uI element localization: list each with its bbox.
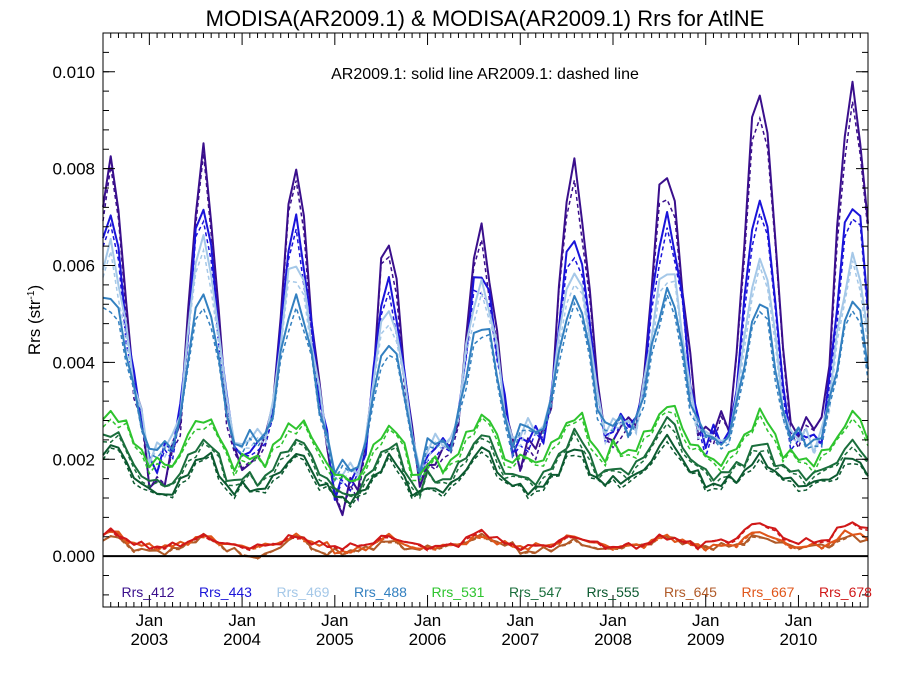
x-tick-label-year: 2007 [501, 630, 539, 649]
series-line-rrs-531 [102, 404, 869, 483]
legend-entry-rrs-678: Rrs_678 [819, 584, 872, 600]
series-dashed-line-rrs-488 [102, 292, 869, 483]
legend-entry-rrs-443: Rrs_443 [199, 584, 252, 600]
x-tick-label-month: Jan [507, 611, 534, 630]
y-axis-label-superscript: -1 [26, 290, 37, 299]
x-tick-label-year: 2004 [223, 630, 261, 649]
chart-title: MODISA(AR2009.1) & MODISA(AR2009.1) Rrs … [206, 6, 765, 31]
series-dashed-line-rrs-412 [102, 101, 869, 517]
line-style-annotation: AR2009.1: solid line AR2009.1: dashed li… [331, 66, 639, 83]
x-tick-label-year: 2006 [409, 630, 447, 649]
x-tick-label-month: Jan [785, 611, 812, 630]
series-dashed-line-rrs-667 [102, 529, 869, 555]
y-axis-label-text: Rrs (str [25, 299, 44, 355]
legend-entry-rrs-555: Rrs_555 [587, 584, 640, 600]
legend-entry-rrs-488: Rrs_488 [354, 584, 407, 600]
y-axis-label: Rrs (str-1) [25, 285, 44, 355]
series-line-rrs-469 [102, 234, 869, 477]
legend-entry-rrs-667: Rrs_667 [742, 584, 795, 600]
legend-entry-rrs-531: Rrs_531 [432, 584, 485, 600]
legend-entry-rrs-645: Rrs_645 [664, 584, 717, 600]
y-tick-label: 0.010 [52, 63, 95, 82]
series-line-rrs-488 [102, 286, 869, 475]
x-tick-label-year: 2003 [130, 630, 168, 649]
series-lines [102, 80, 869, 560]
legend-entry-rrs-469: Rrs_469 [277, 584, 330, 600]
series-dashed-line-rrs-469 [102, 247, 869, 484]
x-tick-label-month: Jan [228, 611, 255, 630]
x-tick-label-month: Jan [136, 611, 163, 630]
plot-frame [102, 32, 869, 608]
y-tick-label: 0.000 [52, 547, 95, 566]
x-tick-label-year: 2005 [316, 630, 354, 649]
axes: 0.0000.0020.0040.0060.0080.010Jan2003Jan… [52, 32, 869, 649]
x-tick-label-year: 2008 [594, 630, 632, 649]
x-tick-label-month: Jan [414, 611, 441, 630]
y-tick-label: 0.008 [52, 160, 95, 179]
legend-entry-rrs-547: Rrs_547 [509, 584, 562, 600]
series-line-rrs-555 [102, 433, 869, 506]
x-tick-label-month: Jan [692, 611, 719, 630]
y-tick-label: 0.002 [52, 450, 95, 469]
series-dashed-line-rrs-555 [102, 440, 869, 509]
x-tick-label-month: Jan [321, 611, 348, 630]
y-tick-label: 0.004 [52, 353, 95, 372]
y-tick-label: 0.006 [52, 257, 95, 276]
series-dashed-line-rrs-678 [102, 522, 869, 552]
legend-entry-rrs-412: Rrs_412 [122, 584, 175, 600]
x-tick-label-year: 2009 [687, 630, 725, 649]
x-tick-label-month: Jan [599, 611, 626, 630]
series-dashed-line-rrs-531 [102, 410, 869, 483]
series-line-rrs-547 [102, 416, 869, 497]
legend: Rrs_412 Rrs_443 Rrs_469 Rrs_488 Rrs_531 Rrs_5… [122, 584, 873, 600]
series-dashed-line-rrs-547 [102, 422, 869, 500]
x-tick-label-year: 2010 [780, 630, 818, 649]
